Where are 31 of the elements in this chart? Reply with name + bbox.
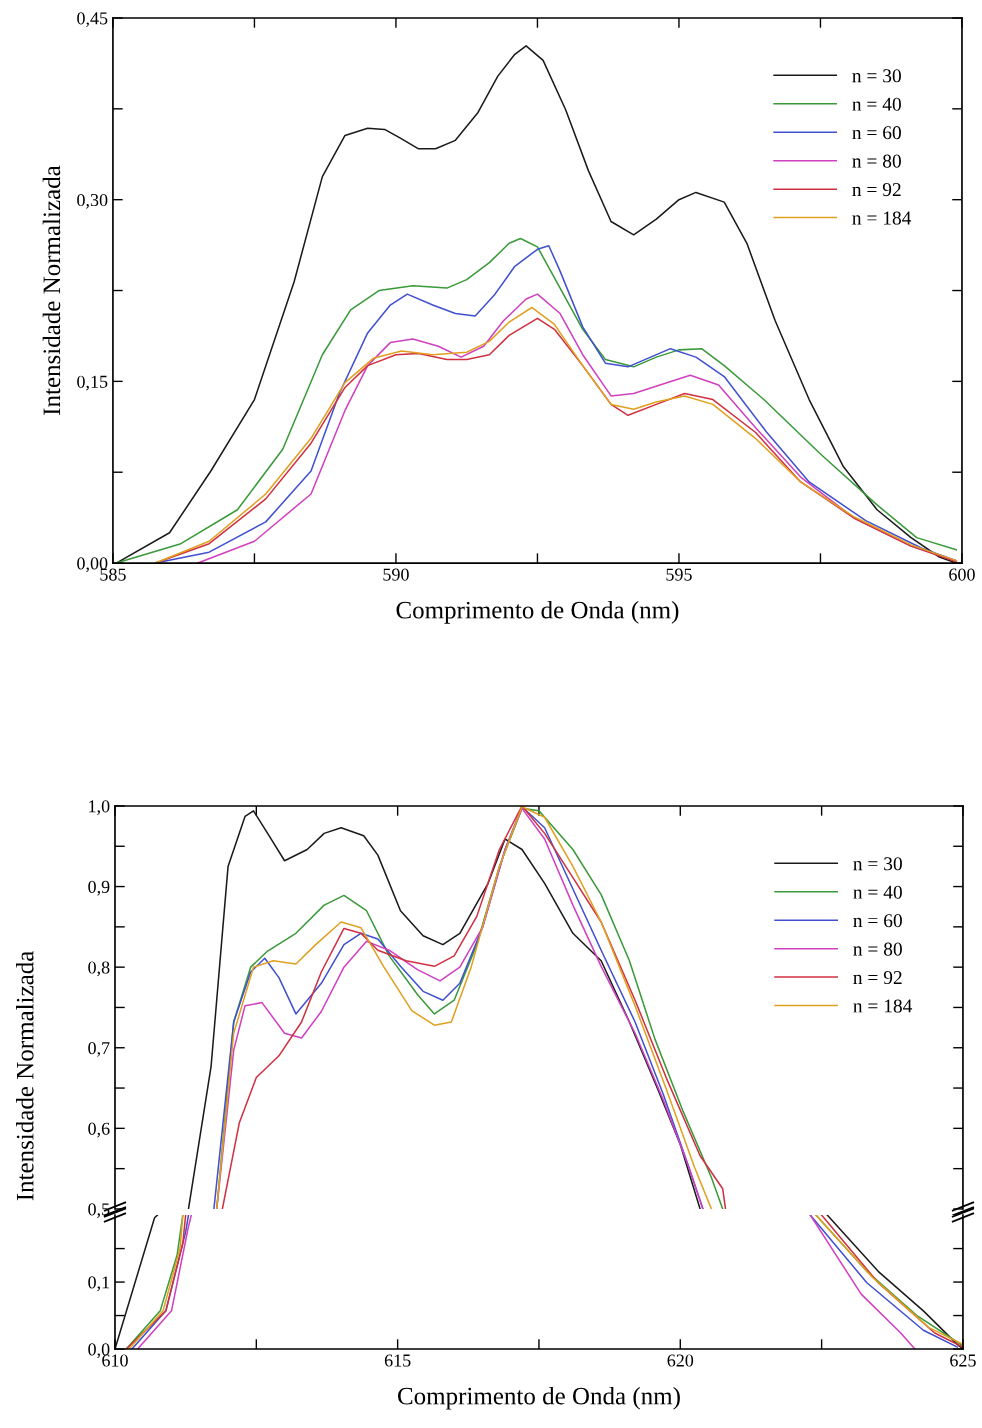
- y-tick-label: 0,1: [88, 1276, 110, 1292]
- legend-label: n = 92: [852, 183, 901, 197]
- y-tick-label: 0,30: [77, 193, 108, 209]
- legend-label: n = 30: [852, 69, 901, 83]
- legend-label: n = 184: [853, 999, 913, 1013]
- legend-label: n = 184: [852, 211, 912, 225]
- x-axis-title: Comprimento de Onda (nm): [398, 1386, 680, 1410]
- legend-label: n = 40: [853, 885, 902, 899]
- legend-label: n = 80: [852, 154, 901, 168]
- legend-label: n = 60: [853, 914, 902, 928]
- legend-label: n = 60: [852, 126, 901, 140]
- x-tick-label: 590: [383, 568, 409, 581]
- legend-label: n = 92: [853, 971, 902, 985]
- y-tick-label: 0,9: [88, 880, 110, 896]
- y-tick-label: 0,6: [88, 1122, 110, 1138]
- x-tick-label: 620: [667, 1354, 694, 1367]
- y-axis-title: Intensidade Normalizada: [16, 951, 34, 1201]
- x-tick-label: 600: [949, 568, 975, 581]
- x-tick-label: 625: [950, 1354, 976, 1367]
- y-tick-label: 0,7: [88, 1042, 110, 1057]
- x-tick-label: 595: [666, 568, 692, 581]
- y-tick-label: 0,8: [88, 961, 110, 977]
- x-axis-title: Comprimento de Onda (nm): [396, 600, 679, 624]
- y-tick-label: 0,45: [77, 12, 108, 28]
- y-axis-title: Intensidade Normalizada: [42, 165, 61, 415]
- y-tick-label: 0,15: [77, 375, 108, 391]
- y-tick-label: 1,0: [89, 800, 110, 815]
- legend-label: n = 30: [853, 857, 902, 871]
- legend-label: n = 80: [853, 942, 902, 956]
- legend-label: n = 40: [852, 97, 901, 111]
- x-tick-label: 615: [384, 1354, 411, 1367]
